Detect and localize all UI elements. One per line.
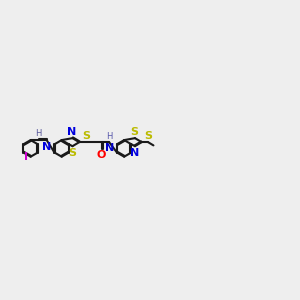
Text: S: S — [144, 131, 152, 141]
Text: H: H — [35, 129, 42, 138]
Text: N: N — [67, 127, 76, 137]
Text: S: S — [83, 131, 91, 141]
Text: S: S — [130, 127, 138, 137]
Text: N: N — [104, 143, 114, 153]
Text: H: H — [106, 132, 112, 141]
Text: S: S — [68, 148, 76, 158]
Text: O: O — [97, 151, 106, 160]
Text: N: N — [42, 142, 51, 152]
Text: I: I — [25, 152, 28, 162]
Text: N: N — [130, 148, 139, 158]
